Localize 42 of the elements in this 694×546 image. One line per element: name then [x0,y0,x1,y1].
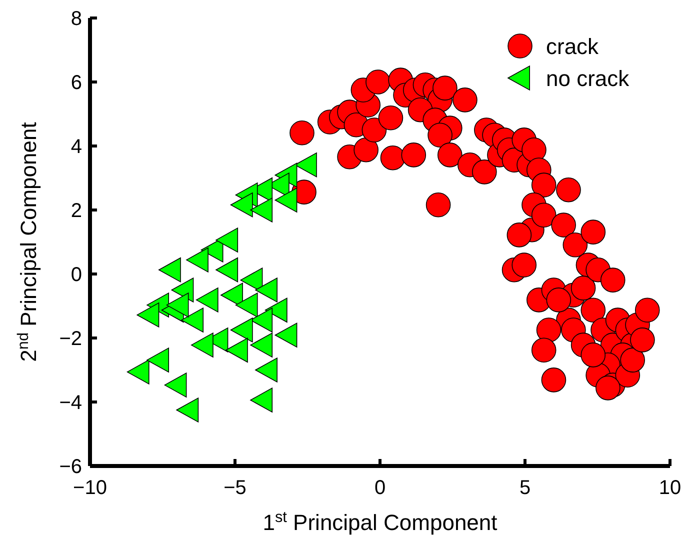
point [196,288,218,312]
legend-label: no crack [546,66,630,91]
point [190,332,214,358]
x-tick-label: −5 [224,477,246,499]
legend-label: crack [546,34,600,59]
point [181,308,204,332]
x-tick-label: 0 [374,477,386,499]
point [166,292,189,318]
y-tick-label: 4 [70,136,82,158]
point [274,188,298,212]
point [230,192,253,218]
point [250,388,273,412]
y-tick-label: −4 [59,392,82,414]
point [250,332,273,358]
y-tick-label: 2 [70,200,82,222]
point [255,278,278,302]
point [164,372,187,398]
point [235,292,258,318]
point [255,358,278,382]
point [274,322,298,348]
point [250,198,273,222]
x-axis-title: 1$^{st}$ Principal Component [262,508,498,535]
y-tick-label: −6 [59,456,82,478]
point [216,257,238,282]
point [176,398,199,422]
x-tick-label: 5 [519,477,531,499]
y-tick-label: 8 [70,8,82,30]
point [126,360,150,384]
point [226,338,248,363]
y-tick-label: 0 [70,264,82,286]
point [264,298,288,323]
point [230,318,253,342]
point [146,348,170,372]
point [186,248,208,272]
x-tick-label: 10 [658,477,682,499]
y-tick-label: −2 [59,328,82,350]
point [216,228,238,252]
point [136,302,160,328]
y-tick-label: 6 [70,72,82,94]
x-tick-label: −10 [73,477,107,499]
point [171,278,194,302]
point [158,257,181,282]
